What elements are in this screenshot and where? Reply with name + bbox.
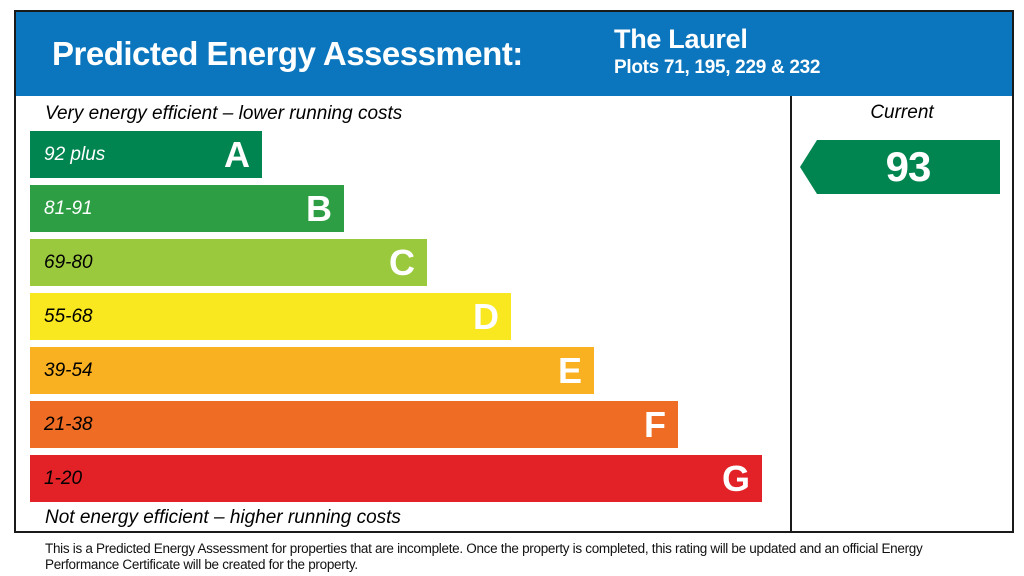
current-rating-value: 93 bbox=[885, 143, 932, 190]
band-letter: B bbox=[306, 188, 332, 229]
band-letter: F bbox=[644, 404, 666, 445]
rating-band-e: 39-54 E bbox=[30, 347, 594, 394]
top-efficiency-label: Very energy efficient – lower running co… bbox=[45, 103, 403, 124]
bottom-efficiency-label: Not energy efficient – higher running co… bbox=[45, 507, 401, 528]
band-letter: E bbox=[557, 350, 582, 391]
rating-band-f: 21-38 F bbox=[30, 401, 678, 448]
band-range-label: 69-80 bbox=[44, 251, 93, 273]
rating-band-g: 1-20 G bbox=[30, 455, 762, 502]
current-rating-arrow: 93 bbox=[800, 140, 1000, 194]
property-info: The Laurel Plots 71, 195, 229 & 232 bbox=[614, 24, 821, 79]
rating-bands: 92 plus A 81-91 B 69-80 C 55-68 D 39-54 bbox=[30, 131, 762, 509]
band-letter: C bbox=[389, 242, 415, 283]
property-name: The Laurel bbox=[614, 24, 748, 54]
rating-band-a: 92 plus A bbox=[30, 131, 262, 178]
certificate-frame: Predicted Energy Assessment: The Laurel … bbox=[14, 10, 1014, 533]
band-range-label: 92 plus bbox=[44, 143, 106, 165]
current-column-header: Current bbox=[870, 102, 934, 123]
page-title: Predicted Energy Assessment: bbox=[52, 35, 523, 72]
band-range-label: 81-91 bbox=[44, 197, 93, 219]
rating-band-d: 55-68 D bbox=[30, 293, 511, 340]
disclaimer-text: This is a Predicted Energy Assessment fo… bbox=[45, 541, 923, 572]
band-letter: A bbox=[224, 134, 250, 175]
band-range-label: 21-38 bbox=[44, 413, 93, 435]
property-plots: Plots 71, 195, 229 & 232 bbox=[614, 56, 821, 78]
band-range-label: 55-68 bbox=[44, 305, 93, 327]
energy-rating-chart: Very energy efficient – lower running co… bbox=[16, 96, 1012, 531]
band-range-label: 1-20 bbox=[44, 467, 83, 489]
band-letter: G bbox=[721, 458, 750, 499]
rating-band-c: 69-80 C bbox=[30, 239, 427, 286]
band-range-label: 39-54 bbox=[44, 359, 93, 381]
band-letter: D bbox=[473, 296, 499, 337]
certificate-header: Predicted Energy Assessment: The Laurel … bbox=[16, 12, 1012, 96]
current-rating-column: Current 93 bbox=[790, 96, 1012, 531]
rating-band-b: 81-91 B bbox=[30, 185, 344, 232]
